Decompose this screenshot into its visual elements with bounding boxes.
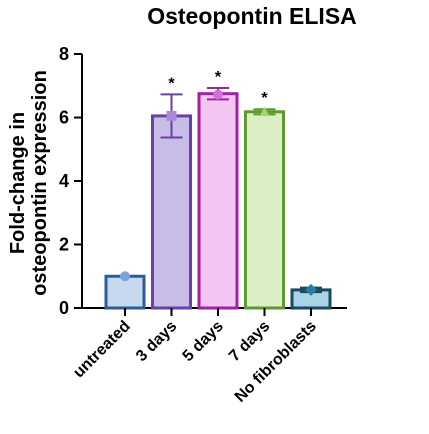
bar-2 [197, 92, 239, 310]
significance-marker-1: * [168, 75, 175, 92]
x-tick-label: 3 days [133, 318, 180, 365]
data-point-4 [305, 283, 317, 296]
bar-3 [244, 110, 285, 310]
y-axis-label-line-1: Fold-change in [7, 112, 29, 254]
y-tick-label: 2 [59, 235, 69, 255]
y-tick-label: 0 [59, 298, 69, 318]
data-point-1 [166, 110, 177, 121]
y-tick-label: 6 [59, 108, 69, 128]
data-point-0 [120, 271, 130, 282]
y-axis-label: Fold-change in osteopontin expression [7, 70, 51, 296]
y-axis-label-line-2: osteopontin expression [29, 70, 51, 296]
significance-marker-3: * [261, 90, 268, 107]
bar-1 [151, 114, 192, 310]
x-tick-label: untreated [70, 318, 134, 382]
significance-marker-2: * [215, 69, 222, 86]
y-tick-label: 4 [59, 171, 69, 191]
x-tick-label: No fibroblasts [232, 318, 320, 406]
data-point-3 [259, 107, 270, 117]
data-point-2 [213, 89, 223, 100]
chart-title: Osteopontin ELISA [147, 3, 357, 29]
x-tick-label: 5 days [180, 318, 227, 365]
y-tick-label: 8 [59, 44, 69, 64]
